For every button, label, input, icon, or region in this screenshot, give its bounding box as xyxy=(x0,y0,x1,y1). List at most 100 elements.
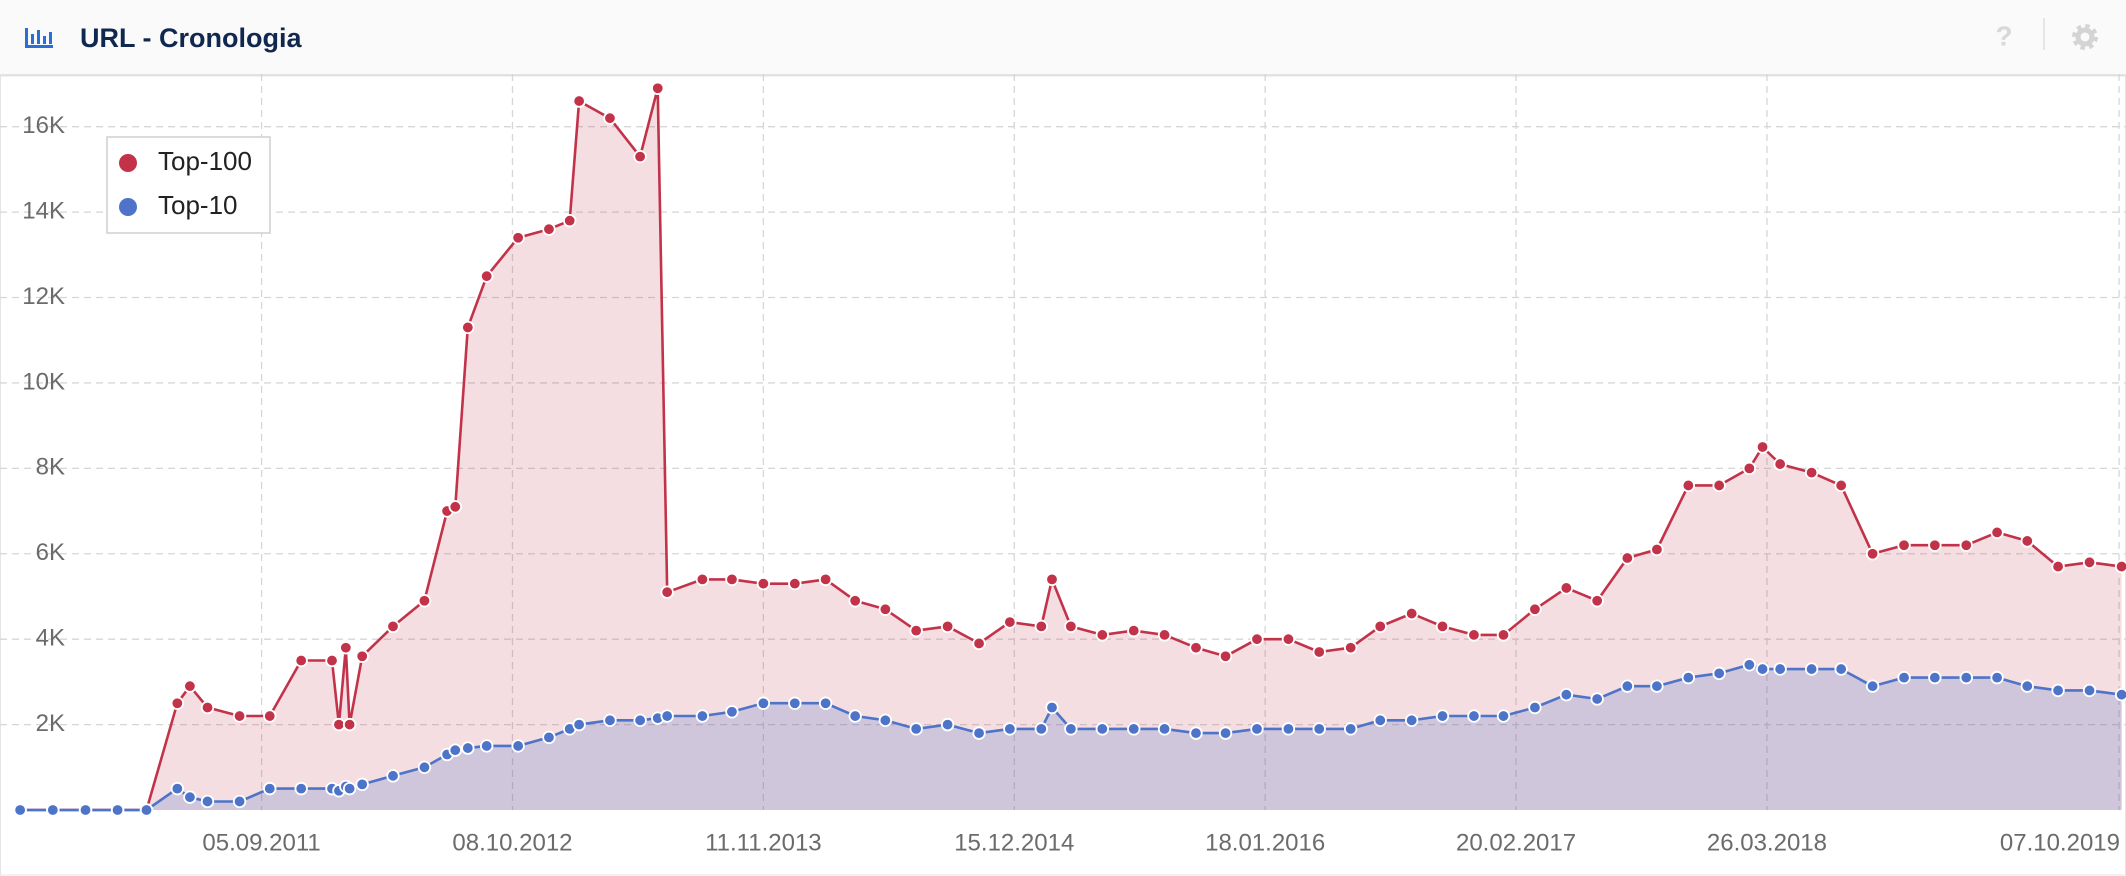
data-point xyxy=(695,709,710,723)
data-point xyxy=(1928,670,1942,685)
data-point xyxy=(972,726,986,740)
chart-title: URL - Cronologia xyxy=(80,23,302,53)
data-point xyxy=(940,717,955,732)
data-point xyxy=(1897,538,1911,552)
data-point xyxy=(563,213,577,228)
data-point xyxy=(633,713,647,728)
data-point xyxy=(183,790,197,804)
data-point xyxy=(1095,722,1110,736)
data-point xyxy=(46,803,60,817)
data-point xyxy=(1834,662,1848,676)
data-point xyxy=(232,794,247,809)
data-point xyxy=(1312,722,1326,736)
data-point xyxy=(1620,679,1635,693)
data-point xyxy=(2082,555,2097,570)
data-point xyxy=(542,222,556,236)
data-point xyxy=(1590,594,1604,608)
y-tick-label: 6K xyxy=(36,539,65,566)
data-point xyxy=(818,696,833,710)
data-point xyxy=(1157,722,1172,736)
data-point xyxy=(1127,722,1141,736)
legend-swatch xyxy=(119,198,137,216)
data-point xyxy=(1435,619,1450,634)
data-point xyxy=(1990,670,2004,685)
chart-icon xyxy=(25,28,53,48)
legend-label: Top-100 xyxy=(158,146,252,176)
data-point xyxy=(695,572,710,587)
data-point xyxy=(788,576,802,591)
data-point xyxy=(756,576,771,591)
data-point xyxy=(1045,572,1059,587)
data-point xyxy=(1834,478,1848,493)
y-tick-label: 12K xyxy=(22,283,65,310)
data-point xyxy=(603,111,617,125)
data-point xyxy=(386,769,400,783)
data-point xyxy=(1064,619,1078,634)
data-point xyxy=(263,781,277,796)
data-point xyxy=(200,794,215,809)
data-point xyxy=(1404,606,1419,621)
data-point xyxy=(339,641,353,655)
y-tick-label: 4K xyxy=(36,625,65,652)
data-point xyxy=(878,713,893,728)
data-point xyxy=(1928,538,1942,552)
data-point xyxy=(511,739,525,753)
data-point xyxy=(448,743,462,757)
data-point xyxy=(1712,666,1726,681)
data-point xyxy=(342,781,357,796)
x-tick-label: 20.02.2017 xyxy=(1456,829,1576,856)
data-point xyxy=(1528,602,1542,616)
data-point xyxy=(461,741,475,755)
data-point xyxy=(909,722,923,736)
data-point xyxy=(263,709,277,723)
data-point xyxy=(1127,623,1141,638)
data-point xyxy=(1496,628,1511,642)
data-point xyxy=(756,696,771,710)
y-tick-label: 8K xyxy=(36,454,65,481)
data-point xyxy=(2020,679,2034,693)
y-tick-label: 14K xyxy=(22,197,65,224)
data-point xyxy=(1045,700,1059,715)
data-point xyxy=(1343,722,1358,736)
data-point xyxy=(1157,628,1172,642)
data-point xyxy=(848,709,862,723)
data-point xyxy=(1064,722,1078,736)
data-point xyxy=(1528,700,1542,715)
data-point xyxy=(1404,713,1419,728)
data-point xyxy=(461,320,475,335)
data-point xyxy=(1755,440,1770,454)
data-point xyxy=(1003,615,1017,629)
x-tick-label: 05.09.2011 xyxy=(202,829,320,856)
data-point xyxy=(1742,658,1757,672)
data-point xyxy=(1897,670,1911,685)
data-point xyxy=(1250,722,1264,736)
data-point xyxy=(1804,465,1819,480)
data-point xyxy=(633,149,647,164)
data-point xyxy=(1250,632,1264,646)
data-point xyxy=(1559,581,1574,595)
data-point xyxy=(909,623,923,638)
x-tick-label: 18.01.2016 xyxy=(1205,829,1325,856)
data-point xyxy=(1773,662,1787,676)
settings-icon[interactable] xyxy=(2072,24,2098,50)
y-tick-label: 2K xyxy=(36,710,65,737)
data-point xyxy=(325,653,339,668)
data-point xyxy=(725,705,739,719)
data-point xyxy=(200,700,215,715)
legend: Top-100 Top-10 xyxy=(106,136,271,234)
data-point xyxy=(1343,641,1358,655)
header xyxy=(0,0,2126,75)
data-point xyxy=(1804,662,1819,676)
data-point xyxy=(1959,538,1973,552)
data-point xyxy=(1990,525,2004,540)
data-point xyxy=(1312,645,1326,659)
data-point xyxy=(1865,679,1880,693)
data-point xyxy=(1189,726,1203,740)
data-point xyxy=(1467,628,1481,642)
data-point xyxy=(170,696,185,710)
data-point xyxy=(355,649,369,663)
data-point xyxy=(1681,478,1696,493)
data-point xyxy=(788,696,802,710)
help-icon[interactable]: ? xyxy=(1995,20,2012,51)
help-glyph[interactable]: ? xyxy=(1995,20,2012,51)
